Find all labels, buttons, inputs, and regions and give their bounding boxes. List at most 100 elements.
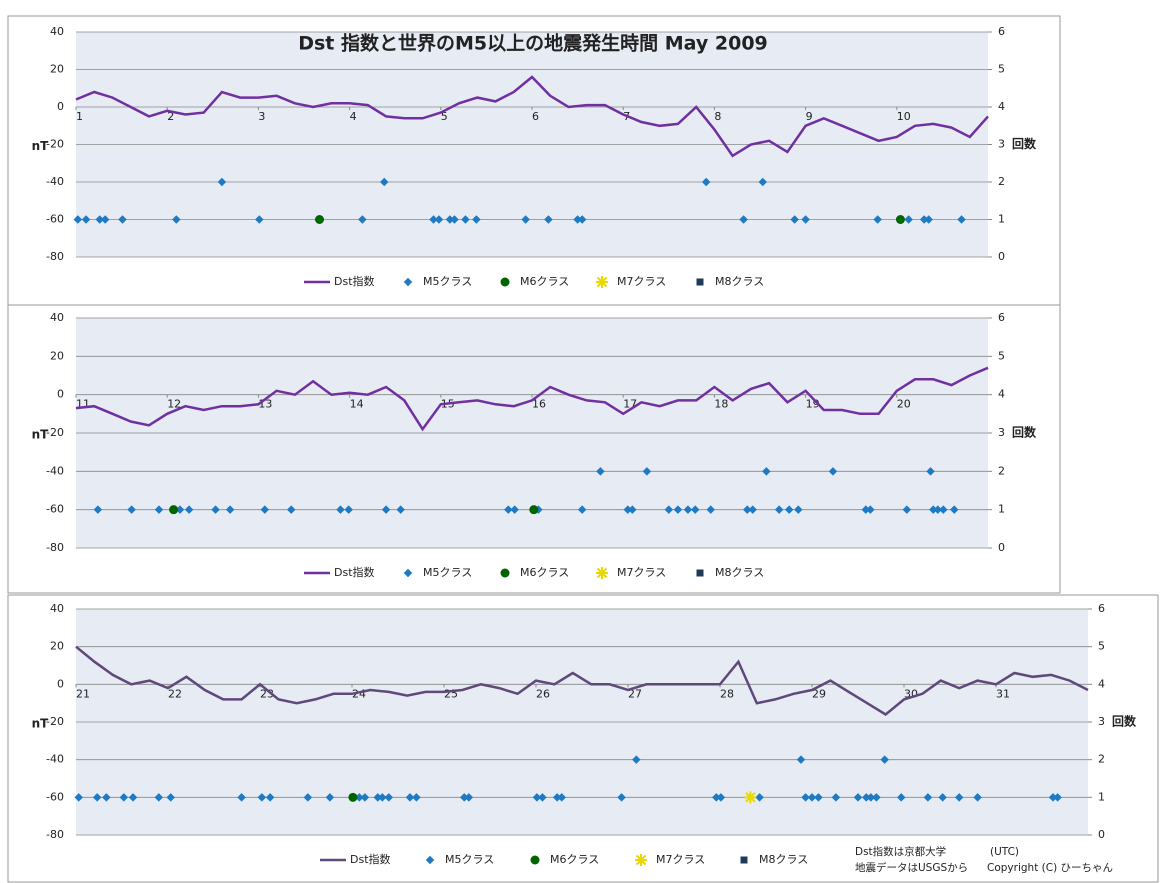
x-tick-label: 20	[897, 398, 911, 411]
legend-swatch	[696, 278, 704, 286]
x-tick-label: 22	[168, 687, 182, 700]
y2-tick-label: 0	[998, 541, 1005, 554]
m5-point	[814, 793, 823, 802]
y2-tick-label: 2	[1098, 753, 1105, 766]
m5-point	[450, 215, 459, 224]
m5-point	[831, 793, 841, 802]
dst-line	[75, 645, 1089, 717]
m5-point	[828, 467, 838, 476]
m5-point	[872, 793, 881, 802]
dst-line	[75, 366, 989, 432]
m5-point	[358, 215, 367, 224]
y-tick-label: -80	[46, 250, 64, 263]
m6-point	[895, 215, 905, 224]
y-tick-label: 0	[57, 388, 64, 401]
y-tick-label: -40	[46, 753, 64, 766]
y2-tick-label: 1	[998, 503, 1005, 516]
y-tick-label: 40	[50, 602, 64, 615]
legend-swatch	[403, 568, 413, 578]
legend-swatch	[530, 855, 540, 865]
y-tick-label: 20	[50, 63, 64, 76]
legend-swatch	[403, 277, 413, 287]
m5-point	[355, 793, 364, 802]
y2-tick-label: 3	[998, 426, 1005, 439]
m5-point	[923, 793, 933, 802]
m5-point	[938, 793, 947, 802]
m5-point	[926, 467, 935, 476]
y2-tick-label: 0	[998, 250, 1005, 263]
legend-swatch	[740, 856, 748, 864]
y-axis-label: nT	[32, 717, 50, 731]
legend-label: M8クラス	[715, 566, 764, 579]
m5-point	[532, 793, 542, 802]
m5-point	[344, 505, 353, 514]
m5-point	[445, 215, 455, 224]
legend-swatch	[500, 277, 510, 287]
legend-label: M6クラス	[520, 275, 569, 288]
x-tick-label: 5	[441, 110, 448, 123]
m5-point	[866, 793, 876, 802]
y2-tick-label: 6	[998, 311, 1005, 324]
m5-point	[380, 177, 389, 187]
m5-point	[617, 793, 626, 802]
legend-label: M5クラス	[423, 566, 472, 579]
m5-point	[154, 505, 164, 514]
y2-tick-label: 6	[1098, 602, 1105, 615]
x-tick-label: 14	[350, 398, 364, 411]
y-tick-label: 20	[50, 640, 64, 653]
x-tick-label: 29	[812, 687, 826, 700]
m5-point	[642, 467, 652, 476]
x-tick-label: 8	[714, 110, 721, 123]
m5-point	[286, 505, 296, 514]
m5-point	[954, 793, 964, 802]
x-tick-label: 18	[714, 398, 728, 411]
m5-point	[472, 215, 481, 224]
m5-point	[100, 215, 110, 224]
m5-point	[429, 215, 438, 224]
legend-label: Dst指数	[350, 852, 391, 866]
y2-tick-label: 1	[998, 213, 1005, 226]
x-tick-label: 1	[76, 110, 83, 123]
legend-label: M6クラス	[550, 853, 599, 866]
y-tick-label: -40	[46, 175, 64, 188]
legend-label: M5クラス	[423, 275, 472, 288]
x-tick-label: 4	[350, 110, 357, 123]
m5-point	[118, 215, 127, 224]
m5-point	[211, 505, 220, 514]
x-tick-label: 9	[806, 110, 813, 123]
y-tick-label: 40	[50, 25, 64, 38]
x-tick-label: 28	[720, 687, 734, 700]
chart-title: Dst 指数と世界のM5以上の地震発生時間 May 2009	[298, 32, 768, 55]
y-tick-label: -40	[46, 464, 64, 477]
m5-point	[336, 505, 345, 514]
y2-axis-label: 回数	[1012, 425, 1037, 440]
x-tick-label: 26	[536, 687, 550, 700]
x-tick-label: 3	[258, 110, 265, 123]
m5-point	[464, 793, 474, 802]
y2-axis-label: 回数	[1112, 714, 1137, 729]
x-tick-label: 23	[260, 687, 274, 700]
y-tick-label: -20	[46, 426, 64, 439]
m5-point	[217, 177, 227, 187]
m5-point	[538, 793, 547, 802]
m5-point	[412, 793, 421, 802]
m5-point	[973, 793, 982, 802]
m5-point	[373, 793, 383, 802]
m5-point	[405, 793, 415, 802]
m5-point	[557, 793, 567, 802]
x-tick-label: 25	[444, 687, 458, 700]
legend-swatch	[425, 855, 435, 865]
legend-label: M7クラス	[617, 566, 666, 579]
y2-tick-label: 6	[998, 25, 1005, 38]
m5-point	[95, 215, 104, 224]
x-tick-label: 12	[167, 398, 181, 411]
y2-tick-label: 5	[998, 63, 1005, 76]
m5-point	[596, 467, 605, 476]
m5-point	[81, 215, 91, 224]
m5-point	[1048, 793, 1058, 802]
m5-point	[461, 215, 470, 224]
y-axis-label: nT	[32, 139, 50, 153]
m5-point	[862, 793, 871, 802]
legend-label: Dst指数	[334, 274, 375, 288]
